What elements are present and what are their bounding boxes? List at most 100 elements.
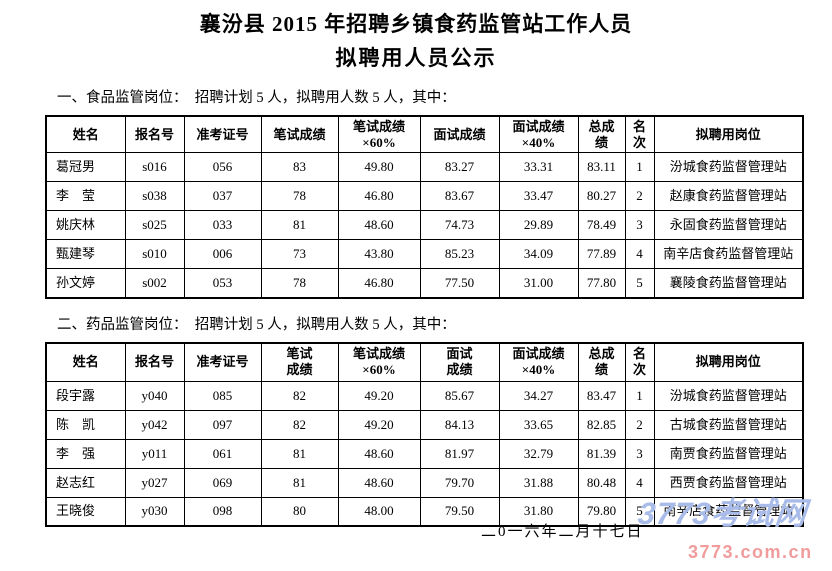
- table-cell: 056: [183, 152, 262, 182]
- column-header: 面试成绩 ×40%: [498, 115, 579, 153]
- table-cell: 49.20: [337, 380, 421, 411]
- table-cell: 80.48: [577, 467, 626, 498]
- table-cell: y040: [124, 380, 185, 411]
- table-cell: 赵志红: [45, 467, 126, 498]
- table-row: 李 强 y011 061 81 48.60 81.97 32.79 81.39 3 南贾食药监督管…: [45, 438, 804, 469]
- column-header: 准考证号: [183, 342, 262, 382]
- table-cell: y027: [124, 467, 185, 498]
- table-cell: 78.49: [577, 210, 626, 240]
- table-cell: 46.80: [337, 181, 421, 211]
- page-subtitle: 拟聘用人员公示: [335, 46, 497, 70]
- table-cell: 069: [183, 467, 262, 498]
- table-row: 王晓俊 y030 098 80 48.00 79.50 31.80 79.80 5 南辛店食药监督…: [45, 496, 804, 527]
- column-header: 姓名: [45, 342, 126, 382]
- table-cell: 31.00: [498, 268, 579, 298]
- table-cell: 南辛店食药监督管理站: [653, 239, 804, 269]
- table-cell: 79.50: [419, 496, 500, 527]
- table-cell: 80.27: [577, 181, 626, 211]
- table-cell: 80: [260, 496, 339, 527]
- table-cell: 王晓俊: [45, 496, 126, 527]
- table-cell: y042: [124, 409, 185, 440]
- table-cell: 82: [260, 380, 339, 411]
- column-header: 拟聘用岗位: [653, 342, 804, 382]
- table-cell: 43.80: [337, 239, 421, 269]
- table-row: 李 莹 s038 037 78 46.80 83.67 33.47 80.27 2 赵康食药监督管…: [45, 181, 804, 211]
- column-header: 面试成绩 ×40%: [498, 342, 579, 382]
- column-header: 笔试成绩: [260, 115, 339, 153]
- table-cell: 33.31: [498, 152, 579, 182]
- table-cell: 陈 凯: [45, 409, 126, 440]
- table-cell: 83.11: [577, 152, 626, 182]
- header-row: 姓名 报名号 准考证号 笔试 成绩 笔试成绩 ×60% 面试 成绩 面试成绩 ×40% 总成 …: [45, 342, 804, 382]
- column-header: 拟聘用岗位: [653, 115, 804, 153]
- table-cell: s002: [124, 268, 185, 298]
- table-cell: 33.65: [498, 409, 579, 440]
- table-cell: 2: [624, 409, 655, 440]
- table-cell: 085: [183, 380, 262, 411]
- site-watermark-url: 3773.com.cn: [688, 542, 813, 562]
- table-cell: 南辛店食药监督管理站: [653, 496, 804, 527]
- table-cell: 汾城食药监督管理站: [653, 380, 804, 411]
- table-cell: 83.67: [419, 181, 500, 211]
- table-cell: 1: [624, 380, 655, 411]
- food-supervision-table: 姓名 报名号 准考证号 笔试成绩 笔试成绩 ×60% 面试成绩 面试成绩 ×40% 总成 绩名…: [45, 115, 804, 299]
- table-cell: 81: [260, 438, 339, 469]
- column-header: 面试 成绩: [419, 342, 500, 382]
- column-header: 姓名: [45, 115, 126, 153]
- column-header: 总成 绩: [577, 115, 626, 153]
- table-cell: s038: [124, 181, 185, 211]
- table-cell: 永固食药监督管理站: [653, 210, 804, 240]
- page-title: 襄汾县 2015 年招聘乡镇食药监管站工作人员: [199, 12, 633, 36]
- table-cell: 033: [183, 210, 262, 240]
- table-cell: 赵康食药监督管理站: [653, 181, 804, 211]
- table-cell: 098: [183, 496, 262, 527]
- header-row: 姓名 报名号 准考证号 笔试成绩 笔试成绩 ×60% 面试成绩 面试成绩 ×40% 总成 绩名…: [45, 115, 804, 153]
- table-cell: s010: [124, 239, 185, 269]
- table-cell: 74.73: [419, 210, 500, 240]
- table-cell: 037: [183, 181, 262, 211]
- table-cell: y030: [124, 496, 185, 527]
- table-cell: 31.80: [498, 496, 579, 527]
- table-cell: 85.23: [419, 239, 500, 269]
- table-cell: 83: [260, 152, 339, 182]
- column-header: 笔试成绩 ×60%: [337, 115, 421, 153]
- table-cell: 4: [624, 239, 655, 269]
- column-header: 报名号: [124, 342, 185, 382]
- table-cell: 46.80: [337, 268, 421, 298]
- table-row: 段宇露 y040 085 82 49.20 85.67 34.27 83.47 1 汾城食药监督管…: [45, 380, 804, 411]
- column-header: 名 次: [624, 115, 655, 153]
- table-cell: 33.47: [498, 181, 579, 211]
- table-cell: 097: [183, 409, 262, 440]
- table-cell: 5: [624, 268, 655, 298]
- table-cell: 48.00: [337, 496, 421, 527]
- table-cell: 49.20: [337, 409, 421, 440]
- table-cell: 81: [260, 210, 339, 240]
- table-cell: 3: [624, 438, 655, 469]
- column-header: 总成 绩: [577, 342, 626, 382]
- table-cell: 84.13: [419, 409, 500, 440]
- table-cell: s025: [124, 210, 185, 240]
- table-cell: 34.27: [498, 380, 579, 411]
- table-row: 葛冠男 s016 056 83 49.80 83.27 33.31 83.11 1 汾城食药监督管…: [45, 152, 804, 182]
- table-cell: 西贾食药监督管理站: [653, 467, 804, 498]
- drug-supervision-table: 姓名 报名号 准考证号 笔试 成绩 笔试成绩 ×60% 面试 成绩 面试成绩 ×40% 总成 …: [45, 341, 804, 527]
- table-cell: 82.85: [577, 409, 626, 440]
- table-cell: 78: [260, 268, 339, 298]
- table-cell: 061: [183, 438, 262, 469]
- table-cell: 83.27: [419, 152, 500, 182]
- table-cell: 053: [183, 268, 262, 298]
- footer-date: 二0一六年二月十七日: [481, 524, 644, 540]
- table-cell: 29.89: [498, 210, 579, 240]
- table-cell: 77.89: [577, 239, 626, 269]
- table-cell: 2: [624, 181, 655, 211]
- column-header: 笔试成绩 ×60%: [337, 342, 421, 382]
- table-cell: 77.50: [419, 268, 500, 298]
- table-cell: 48.60: [337, 467, 421, 498]
- table-cell: s016: [124, 152, 185, 182]
- section-heading-drug: 二、药品监管岗位： 招聘计划 5 人，拟聘用人数 5 人，其中：: [57, 316, 456, 333]
- table-cell: 34.09: [498, 239, 579, 269]
- table-cell: 49.80: [337, 152, 421, 182]
- table-cell: 孙文婷: [45, 268, 126, 298]
- table-cell: 李 莹: [45, 181, 126, 211]
